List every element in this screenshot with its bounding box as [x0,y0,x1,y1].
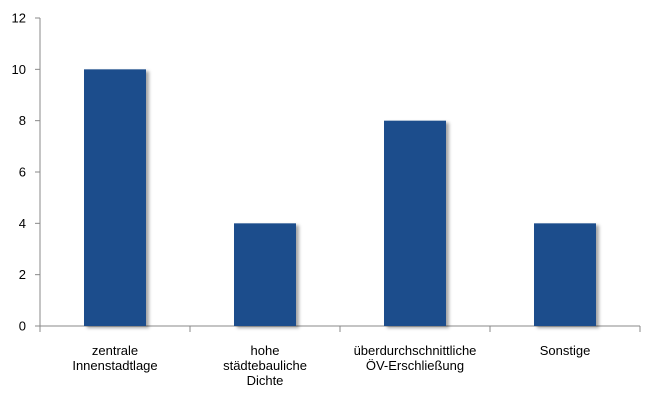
x-category-label-line: überdurchschnittliche [354,343,477,358]
x-category-label: Sonstige [540,343,591,358]
y-tick-label: 4 [19,216,26,231]
x-category-label: hohe städtebauliche Dichte [223,343,307,388]
x-category-label-line: ÖV-Erschließung [366,358,464,373]
bars [84,69,596,327]
x-category-label-line: Sonstige [540,343,591,358]
y-tick-label: 2 [19,267,26,282]
bar [234,223,296,326]
y-tick-label: 12 [12,11,26,26]
y-tick-label: 0 [19,319,26,334]
y-tick-label: 8 [19,113,26,128]
bar [384,120,446,327]
bar [534,223,596,326]
x-category-label-line: Innenstadtlage [72,358,157,373]
x-category-label: überdurchschnittliche ÖV-Erschließung [354,343,477,373]
x-category-label: zentrale Innenstadtlage [72,343,157,373]
bar [84,69,146,326]
labels: 0 2 4 6 8 10 12 zentrale Innenstadtlage hohe städt… [12,11,591,389]
x-category-label-line: zentrale [92,343,138,358]
y-tick-label: 6 [19,165,26,180]
y-tick-label: 10 [12,62,26,77]
x-category-label-line: hohe [251,343,280,358]
x-category-label-line: städtebauliche [223,358,307,373]
x-category-label-line: Dichte [247,373,284,388]
